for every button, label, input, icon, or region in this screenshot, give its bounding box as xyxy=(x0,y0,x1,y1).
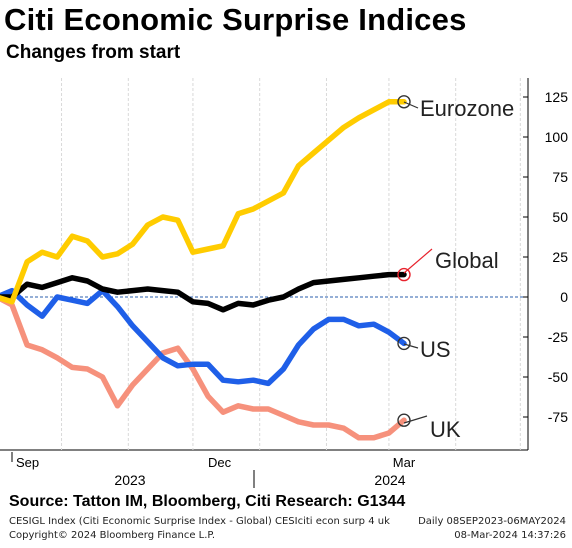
y-tick-label: 0 xyxy=(560,289,568,305)
x-month-label: Mar xyxy=(393,455,416,470)
end-label-eurozone: Eurozone xyxy=(420,96,514,121)
source-note: Source: Tatton IM, Bloomberg, Citi Resea… xyxy=(9,493,406,510)
x-axis: Sep Dec Mar 2023 2024 xyxy=(11,452,416,488)
y-tick-label: 25 xyxy=(552,249,568,265)
end-marker-us xyxy=(397,336,411,351)
end-marker-eurozone xyxy=(397,95,411,109)
leader-line-global xyxy=(403,248,433,274)
footer-copyright: Copyright© 2024 Bloomberg Finance L.P. xyxy=(9,530,216,541)
leader-line-eurozone xyxy=(403,101,419,109)
y-tick-label: -75 xyxy=(548,409,568,425)
leader-line-uk xyxy=(403,415,428,424)
end-labels: Eurozone Global US UK xyxy=(397,95,514,442)
x-year-label: 2024 xyxy=(374,472,405,488)
y-tick-label: 75 xyxy=(552,169,568,185)
x-month-label: Dec xyxy=(208,455,232,470)
footer-timestamp: 08-Mar-2024 14:37:26 xyxy=(454,530,566,541)
y-tick-label: -50 xyxy=(548,369,568,385)
end-label-uk: UK xyxy=(430,417,461,442)
y-tick-label: 100 xyxy=(545,129,569,145)
end-label-us: US xyxy=(420,337,451,362)
y-tick-label: -25 xyxy=(548,329,568,345)
y-tick-label: 125 xyxy=(545,89,569,105)
leader-line-us xyxy=(403,343,419,349)
end-label-global: Global xyxy=(435,248,499,273)
x-year-label: 2023 xyxy=(114,472,145,488)
footer-description: CESIGL Index (Citi Economic Surprise Ind… xyxy=(9,516,390,527)
y-axis: 125 100 75 50 25 0 -25 -50 -75 xyxy=(523,89,568,425)
chart-title: Citi Economic Surprise Indices xyxy=(4,2,467,37)
series-line-eurozone xyxy=(0,99,407,305)
plot-frame xyxy=(0,78,529,451)
end-marker-global xyxy=(397,267,411,282)
end-marker-uk xyxy=(397,413,411,427)
series-lines xyxy=(0,99,407,441)
series-line-us xyxy=(0,287,407,387)
series-line-global xyxy=(0,271,407,313)
y-tick-label: 50 xyxy=(552,209,568,225)
chart-subtitle: Changes from start xyxy=(6,42,181,63)
x-month-label: Sep xyxy=(16,455,39,470)
series-line-uk xyxy=(0,295,407,441)
footer-range: Daily 08SEP2023-06MAY2024 xyxy=(418,516,566,527)
